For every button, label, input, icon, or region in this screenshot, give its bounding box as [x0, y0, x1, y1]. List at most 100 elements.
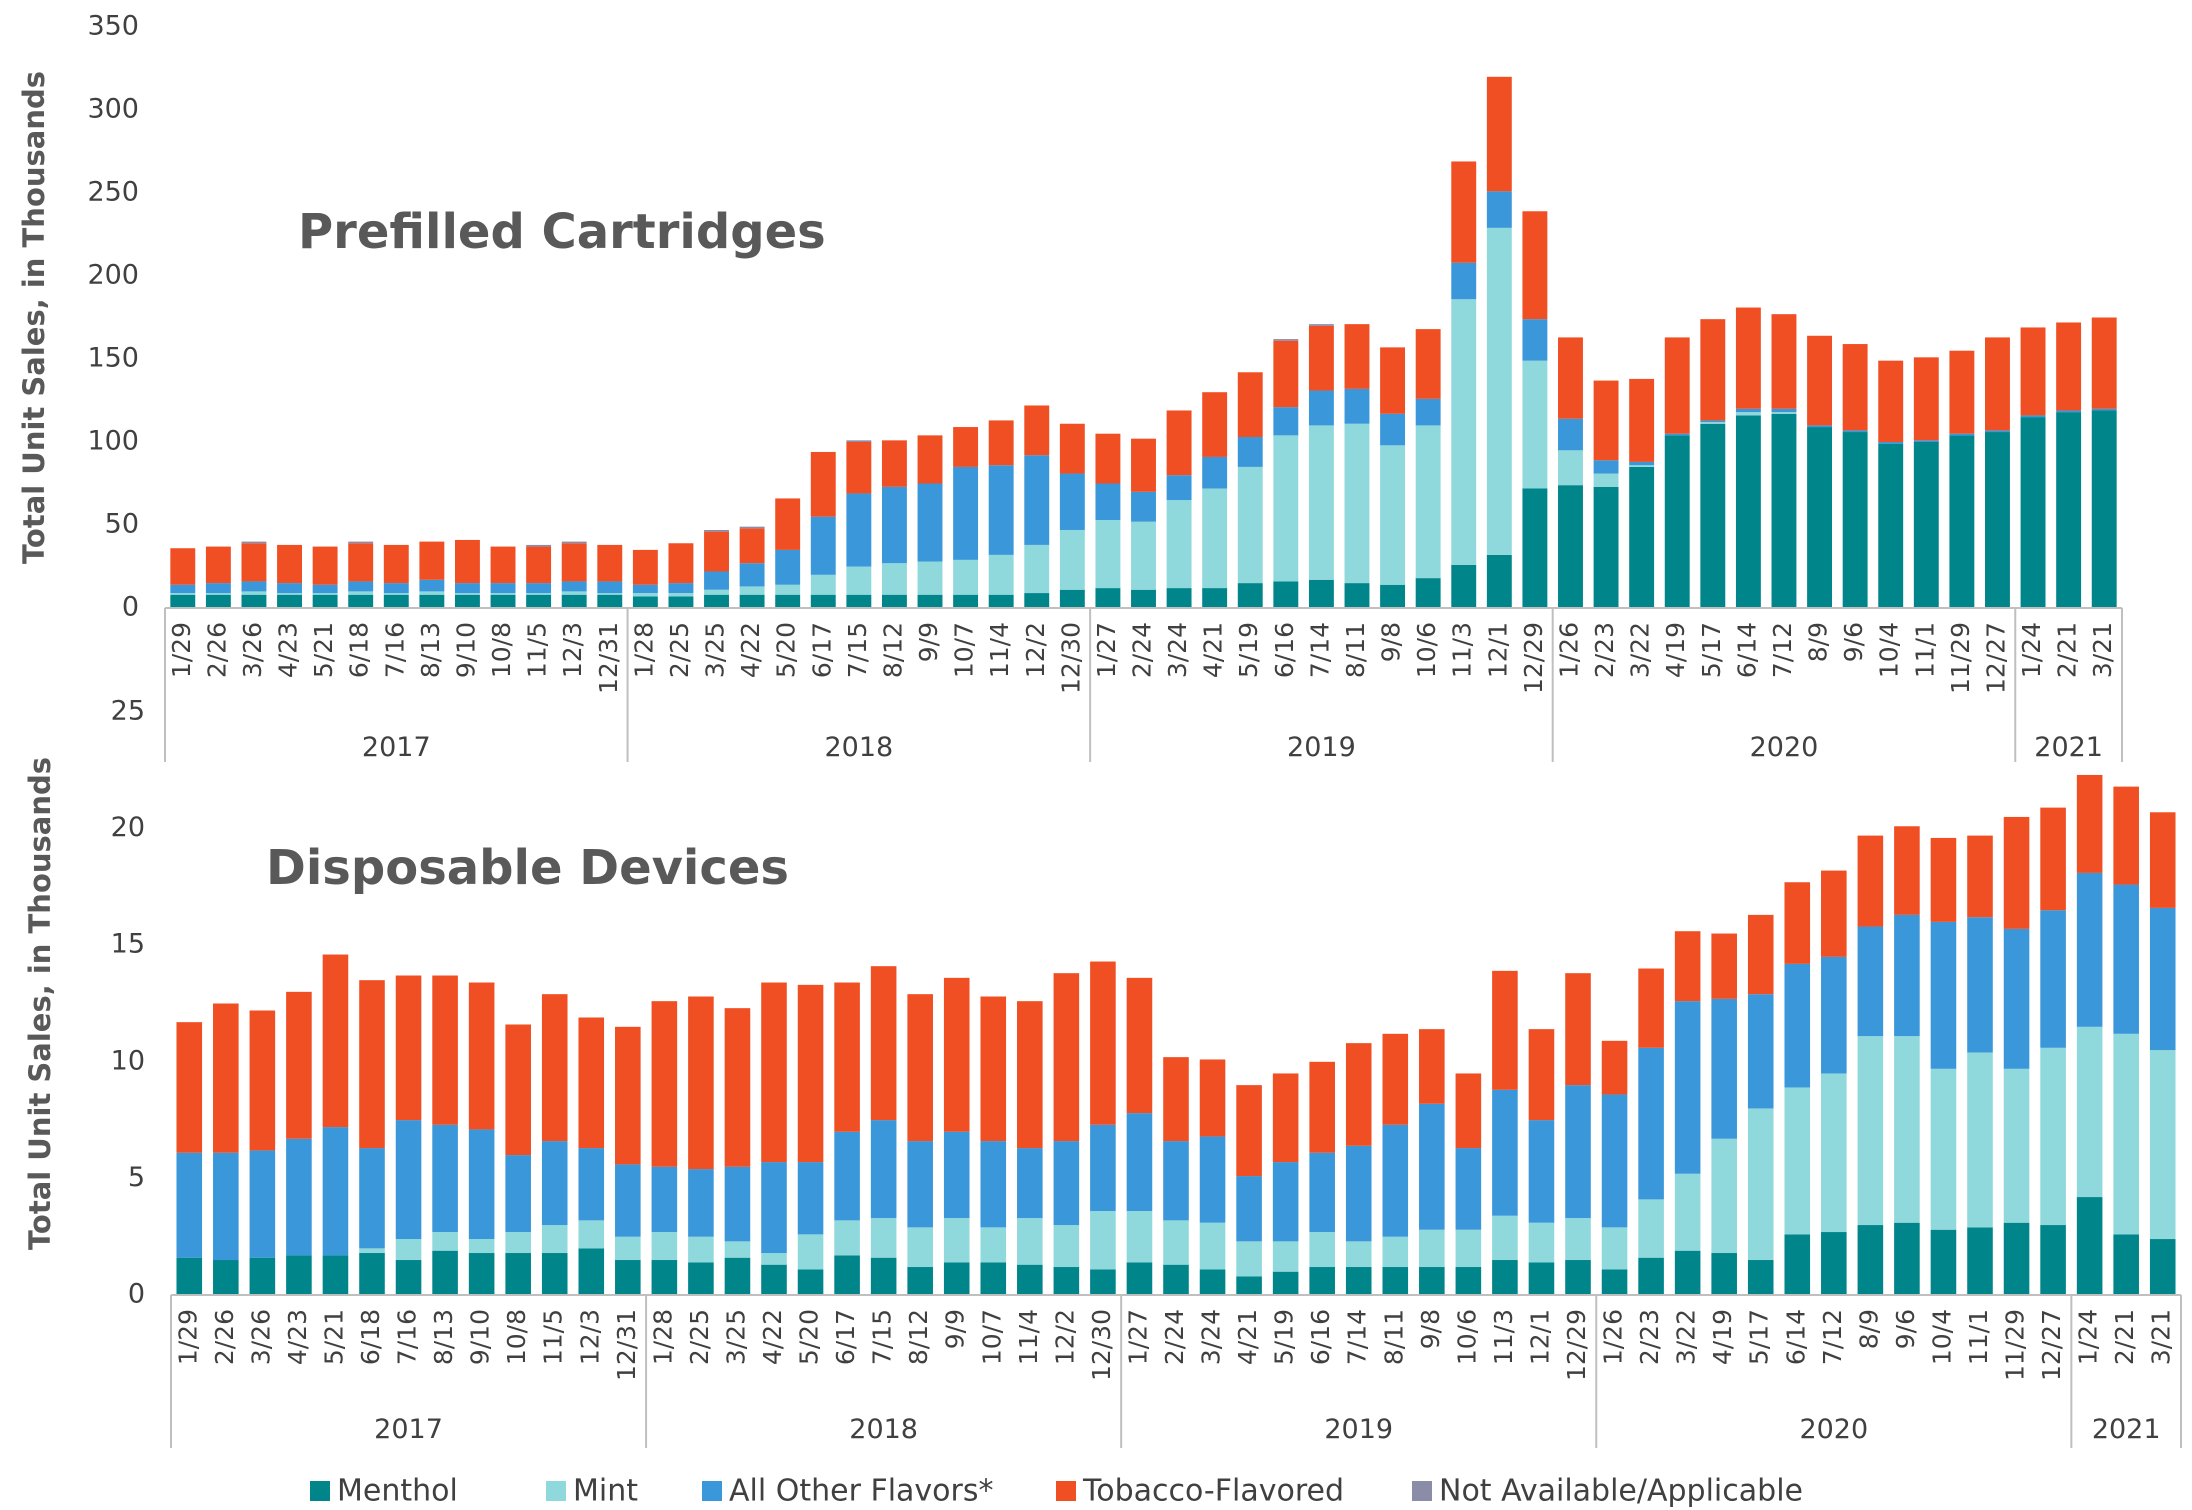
- bar-segment: [1126, 977, 1153, 1114]
- bar-segment: [277, 544, 302, 584]
- chart-title: Prefilled Cartridges: [298, 204, 826, 260]
- bar-segment: [2091, 317, 2117, 409]
- bar-segment: [359, 1253, 385, 1295]
- bar-segment: [1700, 319, 1726, 421]
- bar-segment: [1380, 445, 1406, 585]
- bar-segment: [810, 574, 836, 595]
- bar-segment: [1273, 339, 1299, 341]
- bar-segment: [1126, 1262, 1153, 1295]
- x-tick-label: 11/3: [1448, 622, 1477, 678]
- bar-segment: [1017, 1218, 1043, 1265]
- x-tick-label: 5/20: [772, 622, 801, 678]
- bar-segment: [1700, 423, 1726, 608]
- x-tick-label: 10/4: [1927, 1309, 1956, 1365]
- bar-segment: [2020, 327, 2046, 416]
- bar-segment: [1380, 584, 1406, 608]
- x-tick-label: 12/3: [558, 622, 587, 678]
- bar-segment: [881, 594, 907, 608]
- x-tick-label: 1/27: [1092, 622, 1121, 678]
- bar-segment: [1857, 926, 1884, 1037]
- bar-segment: [561, 543, 587, 582]
- bar-segment: [615, 1026, 641, 1165]
- bar-segment: [980, 1227, 1007, 1263]
- x-tick-label: 8/12: [904, 1309, 933, 1365]
- bar-segment: [834, 982, 860, 1132]
- bar-segment: [2040, 807, 2066, 911]
- x-tick-label: 9/9: [941, 1309, 970, 1349]
- bar-segment: [1593, 486, 1619, 608]
- bar-segment: [1967, 1227, 1993, 1295]
- bar-segment: [241, 543, 267, 582]
- bar-segment: [668, 596, 694, 608]
- x-tick-label: 12/30: [1087, 1309, 1116, 1381]
- x-tick-label: 11/4: [985, 622, 1014, 678]
- x-tick-label: 11/1: [1910, 622, 1939, 678]
- bar-segment: [561, 591, 587, 595]
- bar-segment: [1163, 1220, 1189, 1265]
- bar-segment: [1345, 1145, 1372, 1242]
- bar-segment: [1735, 408, 1761, 413]
- x-tick-label: 1/29: [167, 622, 196, 678]
- bar-segment: [1638, 968, 1664, 1048]
- bar-segment: [2149, 1239, 2176, 1295]
- bar-segment: [1522, 488, 1548, 608]
- x-tick-label: 6/17: [807, 622, 836, 678]
- bar-segment: [1202, 392, 1228, 457]
- x-tick-label: 8/11: [1341, 622, 1370, 678]
- bar-segment: [1126, 1113, 1153, 1212]
- bar-segment: [761, 1162, 787, 1254]
- bar-segment: [213, 1003, 239, 1153]
- x-tick-label: 8/12: [878, 622, 907, 678]
- bar-segment: [468, 1253, 495, 1295]
- bar-segment: [846, 493, 872, 567]
- bar-segment: [1199, 1059, 1226, 1137]
- bar-segment: [395, 1239, 422, 1261]
- bar-segment: [1930, 921, 1957, 1069]
- bar-segment: [1894, 914, 1920, 1037]
- bar-segment: [348, 581, 374, 592]
- bar-segment: [526, 593, 552, 595]
- x-tick-label: 1/26: [1599, 1309, 1628, 1365]
- bar-segment: [1272, 1271, 1299, 1295]
- legend-swatch: [546, 1481, 566, 1501]
- bar-segment: [1674, 1001, 1701, 1174]
- x-tick-label: 12/30: [1056, 622, 1085, 694]
- bar-segment: [1878, 442, 1904, 444]
- bar-segment: [1017, 1001, 1043, 1149]
- bar-segment: [1565, 1260, 1591, 1295]
- x-tick-label: 5/17: [1745, 1309, 1774, 1365]
- bar-segment: [2149, 907, 2176, 1051]
- bar-segment: [761, 1264, 787, 1295]
- bar-segment: [953, 594, 979, 608]
- bar-segment: [1451, 564, 1477, 608]
- bar-segment: [1528, 1262, 1555, 1295]
- x-tick-label: 12/1: [1483, 622, 1512, 678]
- bar-segment: [988, 465, 1014, 555]
- x-tick-label: 2/26: [202, 622, 231, 678]
- bar-segment: [1455, 1229, 1482, 1268]
- y-axis-title: Total Unit Sales, in Thousands: [23, 757, 57, 1250]
- bar-segment: [2056, 322, 2082, 411]
- bar-segment: [1711, 1253, 1737, 1295]
- bar-segment: [561, 541, 587, 544]
- x-tick-label: 6/14: [1732, 622, 1761, 678]
- bar-segment: [1735, 415, 1761, 608]
- x-group-label: 2018: [824, 732, 893, 763]
- bar-segment: [953, 466, 979, 560]
- bar-segment: [578, 1148, 605, 1221]
- x-group-label: 2019: [1324, 1414, 1393, 1445]
- x-group-label: 2021: [2092, 1414, 2161, 1445]
- bar-segment: [597, 581, 623, 594]
- x-tick-label: 12/3: [575, 1309, 604, 1365]
- bar-segment: [1486, 554, 1512, 608]
- x-tick-label: 5/19: [1234, 622, 1263, 678]
- bar-segment: [988, 594, 1014, 608]
- bar-segment: [241, 581, 267, 592]
- bar-segment: [1344, 423, 1370, 584]
- x-tick-label: 2/24: [1160, 1309, 1189, 1365]
- bar-segment: [870, 1257, 897, 1295]
- bar-segment: [578, 1220, 605, 1249]
- bar-segment: [1309, 1267, 1335, 1295]
- x-tick-label: 3/21: [2147, 1309, 2176, 1365]
- bar-segment: [1202, 588, 1228, 608]
